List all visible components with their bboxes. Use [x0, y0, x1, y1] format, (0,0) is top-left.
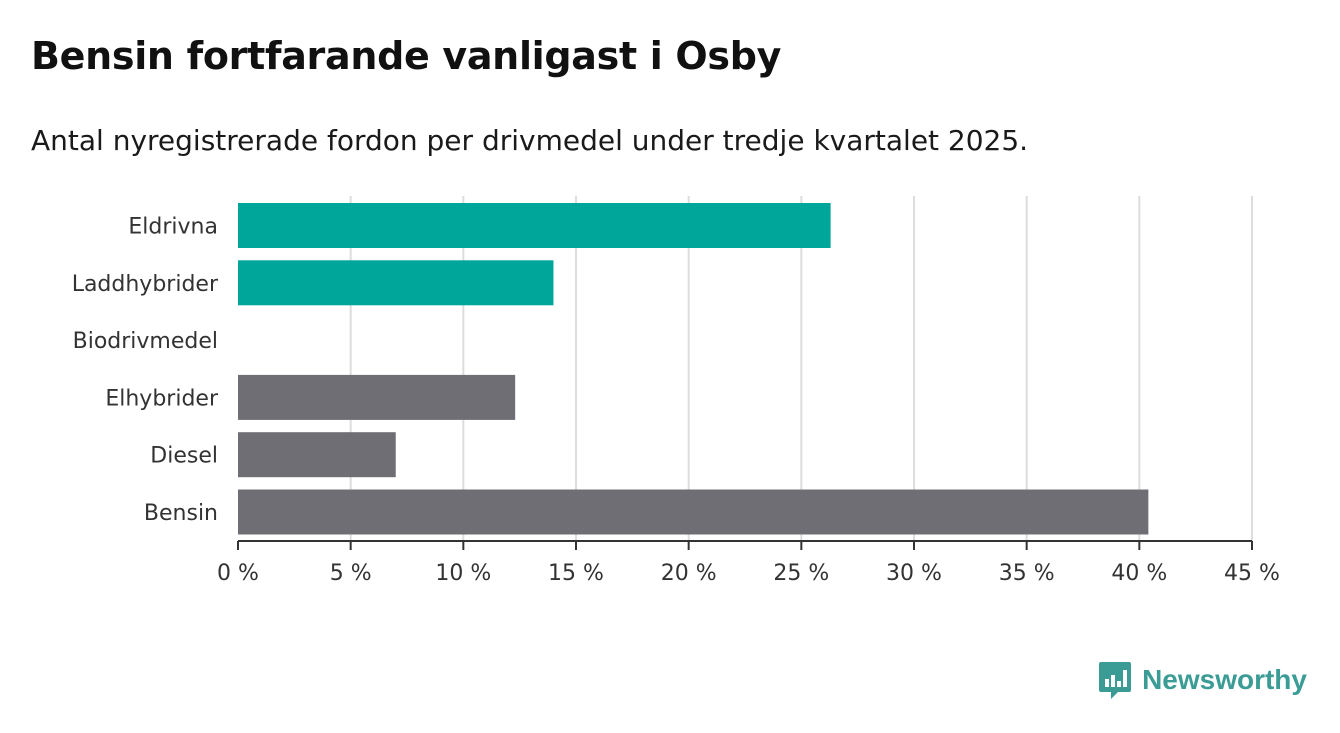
- newsworthy-logo: Newsworthy: [1098, 660, 1307, 700]
- gridlines: [349, 196, 1253, 541]
- x-tick-label: 15 %: [548, 561, 604, 586]
- x-tick-label: 30 %: [886, 561, 942, 586]
- x-axis: 0 % 5 % 10 % 15 % 20 % 25 % 30 % 35 % 40 % 45 %: [217, 540, 1280, 586]
- category-label: Elhybrider: [105, 386, 219, 411]
- chart-title: Bensin fortfarande vanligast i Osby: [31, 34, 782, 78]
- x-tick-label: 45 %: [1224, 561, 1280, 586]
- bar-diesel: [238, 432, 396, 478]
- brand-name: Newsworthy: [1142, 664, 1307, 695]
- x-tick-label: 5 %: [330, 561, 372, 586]
- category-label: Biodrivmedel: [73, 329, 218, 354]
- category-label: Eldrivna: [128, 215, 218, 240]
- x-tick-label: 40 %: [1111, 561, 1167, 586]
- newsworthy-icon: [1099, 662, 1132, 699]
- x-tick-label: 10 %: [435, 561, 491, 586]
- category-label: Bensin: [144, 501, 218, 526]
- x-tick-label: 35 %: [999, 561, 1055, 586]
- chart-subtitle: Antal nyregistrerade fordon per drivmede…: [31, 124, 1029, 157]
- x-tick-label: 20 %: [661, 561, 717, 586]
- bar-elhybrider: [238, 374, 516, 420]
- bar-eldrivna: [238, 203, 831, 248]
- x-tick-label: 0 %: [217, 561, 259, 586]
- category-labels: Eldrivna Laddhybrider Biodrivmedel Elhybrid…: [72, 215, 219, 527]
- category-label: Diesel: [150, 444, 218, 469]
- bars: [238, 203, 1149, 535]
- category-label: Laddhybrider: [72, 272, 219, 297]
- bar-laddhybrider: [238, 260, 554, 306]
- bar-bensin: [238, 489, 1149, 535]
- x-tick-label: 25 %: [773, 561, 829, 586]
